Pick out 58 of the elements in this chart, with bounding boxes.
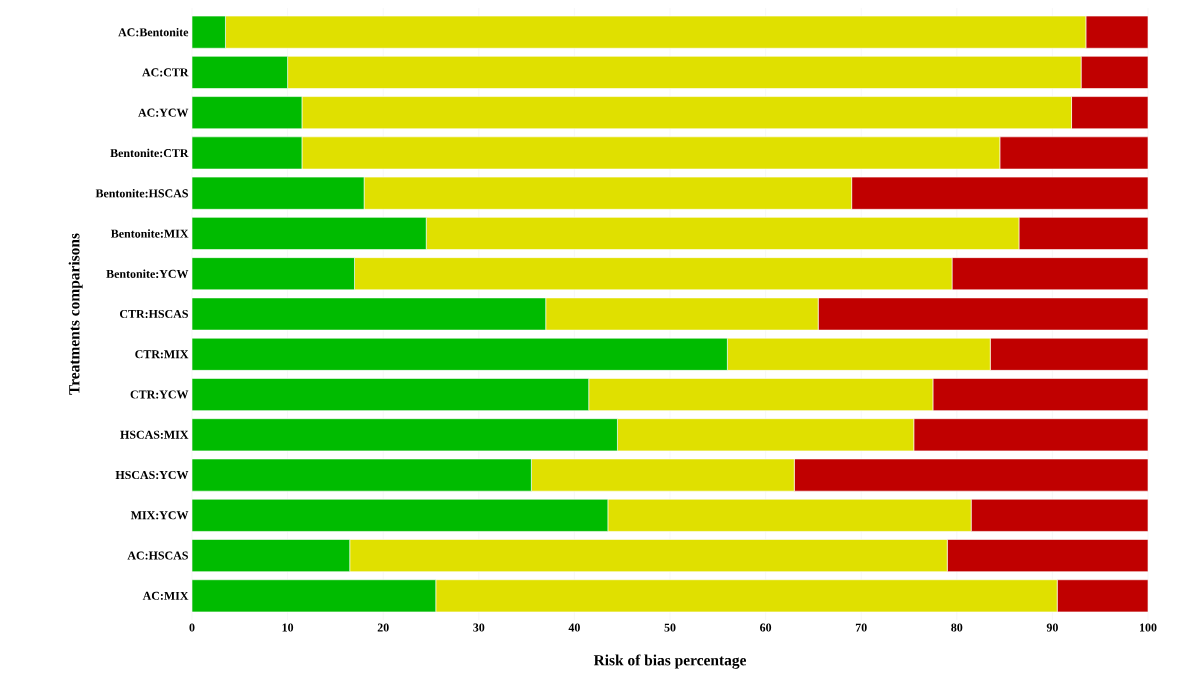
x-tick-label: 10	[282, 623, 294, 632]
bar	[1018, 217, 1149, 250]
bar	[989, 337, 1149, 371]
x-axis-title: Risk of bias percentage	[593, 654, 747, 669]
y-tick-label: HSCAS:MIX	[120, 430, 189, 439]
bar	[192, 418, 618, 452]
bar	[192, 378, 590, 411]
bar	[951, 257, 1149, 291]
bar	[192, 297, 547, 331]
y-tick-label: AC:YCW	[138, 108, 189, 117]
bar	[999, 136, 1149, 170]
y-tick-label: CTR:HSCAS	[119, 309, 188, 319]
x-tick-label: 100	[1140, 623, 1157, 632]
bar	[817, 297, 1149, 331]
bar	[1071, 96, 1149, 130]
bar	[192, 176, 365, 210]
bar	[932, 378, 1149, 411]
bar	[1080, 56, 1149, 89]
bar	[192, 136, 303, 170]
bar	[192, 337, 728, 371]
bar	[192, 458, 532, 492]
bar	[946, 539, 1149, 572]
bar	[851, 176, 1149, 210]
x-tick-label: 60	[760, 623, 772, 632]
x-tick-label: 0	[189, 623, 195, 632]
x-tick-label: 70	[855, 623, 867, 632]
bar	[192, 498, 609, 532]
x-tick-label: 90	[1046, 623, 1058, 632]
y-tick-label: Bentonite:YCW	[106, 269, 189, 278]
y-tick-label: MIX:YCW	[130, 511, 189, 520]
y-tick-label: AC:Bentonite	[118, 27, 189, 37]
bar	[192, 217, 427, 250]
x-tick-label: 80	[951, 623, 963, 632]
y-axis-title: Treatments comparisons	[68, 233, 83, 395]
bar	[793, 458, 1149, 492]
y-tick-label: Bentonite:MIX	[110, 229, 189, 238]
bar	[1056, 579, 1149, 613]
bar	[192, 539, 351, 572]
bar	[192, 15, 226, 49]
bar	[1085, 15, 1149, 49]
x-tick-label: 20	[377, 623, 389, 632]
y-tick-label: Bentonite:HSCAS	[95, 188, 188, 198]
bar	[192, 579, 437, 613]
y-tick-label: HSCAS:YCW	[115, 471, 189, 480]
bar	[970, 498, 1149, 532]
y-tick-label: AC:CTR	[142, 68, 189, 77]
bar	[192, 56, 288, 89]
bar	[192, 96, 303, 130]
y-tick-label: CTR:YCW	[130, 390, 189, 399]
y-tick-label: AC:MIX	[142, 591, 189, 600]
y-tick-label: AC:HSCAS	[127, 551, 188, 560]
x-tick-label: 50	[664, 623, 676, 632]
x-tick-label: 30	[473, 623, 485, 632]
bar	[913, 418, 1149, 452]
y-tick-label: Bentonite:CTR	[110, 148, 189, 158]
y-tick-label: CTR:MIX	[135, 350, 189, 359]
bar	[192, 257, 355, 291]
x-tick-label: 40	[568, 623, 580, 632]
